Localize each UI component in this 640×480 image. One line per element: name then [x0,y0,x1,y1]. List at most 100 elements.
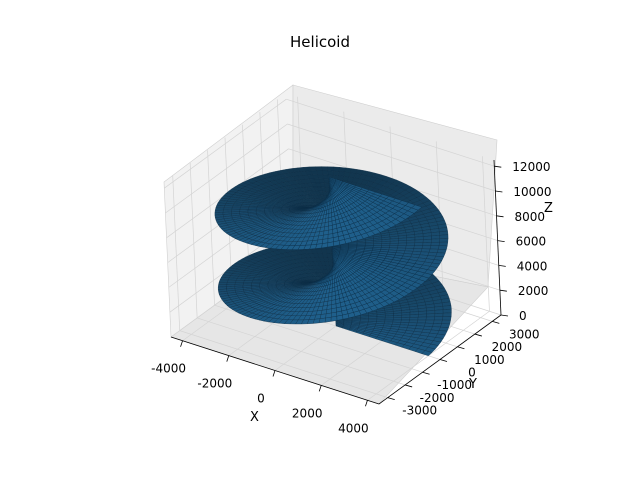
surface-patch [417,316,427,321]
surface-patch [337,175,344,181]
axes [170,159,509,407]
surface-patch [401,317,411,321]
z-axis-label: Z [544,201,553,216]
surface-patch [421,245,432,250]
y-tick [457,346,465,350]
surface-patch [405,245,415,249]
grid-line [189,162,198,318]
surface-patch [434,309,444,314]
surface-patch [426,313,436,318]
surface-patch [347,312,356,319]
grid-line [165,123,288,214]
surface-patch [218,282,228,285]
z-tick-label: 6000 [516,235,547,249]
y-axis-label: Y [468,377,477,392]
x-tick-label: 0 [257,392,265,406]
x-tick-label: 2000 [292,406,323,420]
surface-patch [243,280,253,283]
surface-patch [223,205,234,209]
z-tick-label: 2000 [518,284,549,298]
grid-line [286,98,495,167]
surface-patch [434,313,444,317]
surface-patch [401,314,411,318]
surface-patch [439,238,449,243]
surface-patch [436,249,447,254]
surface-patch [327,241,334,248]
z-tick-label: 4000 [517,259,548,273]
surface-patch [442,312,452,317]
surface-patch [438,245,448,250]
z-axis-line [493,159,502,316]
grid-line [197,317,406,386]
surface-patch [376,317,386,321]
surface-patch [413,245,423,249]
surface-patch [420,248,431,253]
z-tick [497,240,505,242]
surface-patch [414,239,424,243]
surface-patch [423,235,432,240]
surface-patch [397,245,407,249]
surface-patch [418,313,427,318]
surface-patch [322,174,329,180]
surface-patch [393,317,402,321]
y-tick-label: 3000 [509,327,540,341]
surface-patch [219,277,230,281]
surface-patch [259,280,270,283]
surface-patch [440,323,451,328]
surface-patch [318,317,326,324]
x-tick [272,370,276,377]
surface-patch [430,242,440,246]
chart-title: Helicoid [290,33,350,51]
grid-line [482,156,490,312]
surface-patch [227,279,237,283]
x-tick [318,385,322,392]
surface-patch [426,310,436,315]
surface-patch [351,318,361,321]
surface-patch [405,242,416,246]
surface-patch [422,239,432,243]
surface-patch [327,166,334,172]
surface-patch [321,166,328,171]
surface-patch [393,315,402,318]
x-tick [226,355,230,362]
grid-line [164,98,287,189]
surface-patch [333,166,340,172]
surface-patch [218,279,229,283]
surface-patch [421,350,433,356]
surface-patch [333,170,340,176]
surface-patch [360,318,369,321]
surface-patch [330,315,338,322]
surface-patch [215,205,226,209]
surface-patch [356,243,366,246]
y-tick-label: -3000 [402,404,437,418]
surface-patch [429,245,440,250]
y-tick [474,333,482,337]
grid-line [179,330,388,398]
surface-patch [324,316,332,323]
z-tick-label: 8000 [515,210,546,224]
surface-patch [398,240,407,244]
surface-patch [397,242,407,246]
grid-line [172,175,181,331]
z-tick [498,265,506,267]
surface-patch [327,170,334,176]
surface-patch [235,280,245,283]
surface-patch [400,319,410,323]
surface-patch [439,234,449,239]
surface-patch [433,319,443,324]
surface-patch [431,235,440,240]
surface-patch [389,240,399,244]
z-tick [499,289,507,292]
surface-patch [409,314,419,318]
surface-patch [409,317,419,321]
surface-patch [216,202,227,206]
surface-patch [344,237,352,244]
surface-patch [425,316,435,321]
surface-patch [438,241,449,246]
surface-patch [231,205,242,209]
surface-patch [338,167,346,173]
y-tick-label: 2000 [492,340,523,354]
surface-patch [315,243,323,249]
y-tick [405,384,413,388]
